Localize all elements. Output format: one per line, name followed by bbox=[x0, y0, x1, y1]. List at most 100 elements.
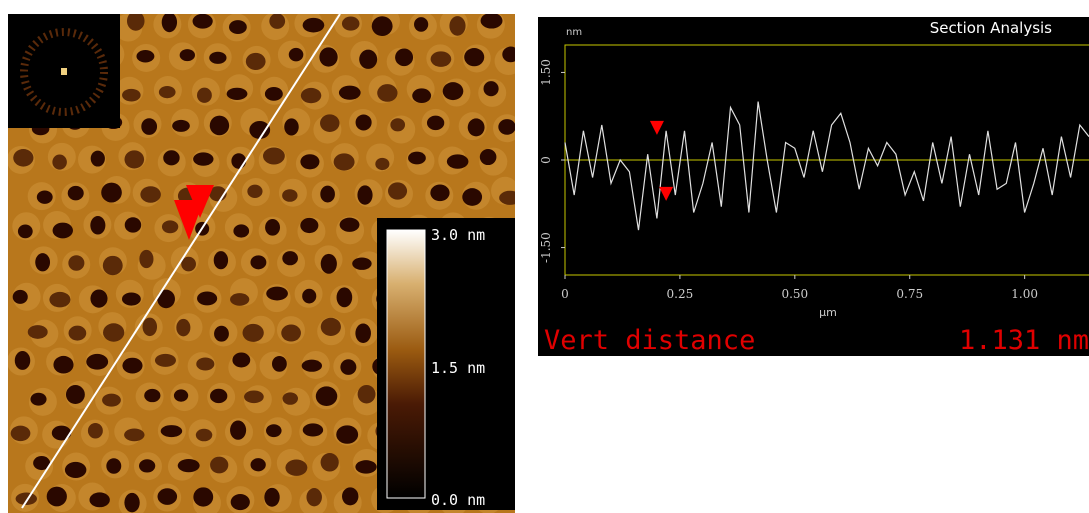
fft-center bbox=[61, 68, 67, 75]
pit bbox=[214, 325, 229, 342]
pit bbox=[231, 153, 247, 169]
pit bbox=[53, 355, 74, 374]
pit bbox=[245, 52, 266, 70]
x-tick-label: 0.25 bbox=[667, 287, 694, 301]
pit bbox=[161, 14, 178, 33]
pit bbox=[181, 256, 196, 272]
pit bbox=[340, 359, 357, 375]
pit bbox=[288, 47, 304, 62]
pit bbox=[161, 220, 179, 234]
pit bbox=[52, 154, 67, 170]
pit bbox=[10, 425, 31, 442]
pit bbox=[371, 16, 393, 37]
pit bbox=[51, 425, 72, 441]
y-unit: nm bbox=[566, 27, 582, 38]
pit bbox=[15, 492, 37, 506]
pit bbox=[430, 51, 452, 67]
pit bbox=[265, 219, 281, 236]
pit bbox=[281, 324, 301, 342]
pit bbox=[90, 289, 108, 308]
pit bbox=[300, 217, 319, 234]
pit bbox=[300, 154, 320, 170]
pit bbox=[12, 289, 28, 304]
pit bbox=[426, 115, 445, 131]
pit bbox=[498, 119, 515, 135]
pit bbox=[49, 291, 71, 308]
pit bbox=[46, 486, 67, 507]
pit bbox=[446, 154, 469, 169]
pit bbox=[377, 84, 398, 102]
pit bbox=[140, 186, 161, 203]
pit bbox=[300, 87, 322, 104]
pit bbox=[336, 425, 359, 444]
pit bbox=[193, 152, 214, 166]
pit bbox=[122, 357, 143, 374]
pit bbox=[333, 153, 355, 171]
pit bbox=[302, 423, 324, 437]
pit bbox=[27, 325, 48, 339]
pit bbox=[106, 458, 122, 474]
pit bbox=[65, 385, 85, 405]
pit bbox=[68, 255, 85, 271]
pit bbox=[232, 352, 251, 368]
pit bbox=[230, 493, 250, 511]
annotation-label: Vert distance bbox=[544, 325, 755, 356]
section-panel bbox=[538, 17, 1089, 356]
pit bbox=[249, 120, 271, 139]
pit bbox=[302, 17, 325, 33]
pit bbox=[320, 185, 335, 203]
pit bbox=[479, 149, 497, 166]
pit bbox=[387, 182, 408, 200]
pit bbox=[68, 325, 87, 341]
pit bbox=[13, 149, 34, 167]
pit bbox=[341, 16, 360, 31]
pit bbox=[247, 184, 263, 199]
pit bbox=[101, 182, 122, 203]
annotation-value: 1.131 nm bbox=[959, 325, 1089, 356]
pit bbox=[266, 286, 288, 301]
pit bbox=[355, 460, 377, 474]
pit bbox=[339, 217, 360, 232]
colorbar-label: 3.0 nm bbox=[431, 226, 485, 244]
pit bbox=[124, 492, 140, 513]
pit bbox=[352, 257, 372, 270]
pit bbox=[17, 224, 33, 239]
pit bbox=[36, 190, 53, 204]
pit bbox=[210, 456, 229, 474]
pit bbox=[138, 459, 156, 473]
pit bbox=[121, 292, 141, 306]
pit bbox=[176, 318, 191, 337]
pit bbox=[499, 190, 515, 205]
pit bbox=[141, 118, 158, 135]
pit bbox=[52, 222, 73, 239]
y-tick-label: 0 bbox=[539, 156, 553, 164]
pit bbox=[302, 288, 317, 304]
pit bbox=[157, 488, 178, 505]
pit bbox=[338, 85, 361, 100]
x-label: µm bbox=[819, 306, 837, 319]
pit bbox=[160, 425, 183, 438]
pit bbox=[124, 150, 145, 169]
pit bbox=[442, 82, 464, 101]
pit bbox=[462, 188, 483, 206]
image-cursor bbox=[174, 200, 204, 240]
pit bbox=[320, 317, 341, 336]
chart-title: Section Analysis bbox=[930, 19, 1052, 37]
pit bbox=[229, 20, 247, 35]
pit bbox=[412, 88, 432, 104]
pit bbox=[154, 353, 176, 367]
pit bbox=[33, 456, 51, 471]
pit bbox=[315, 386, 338, 407]
cursor-marker bbox=[659, 186, 674, 201]
pit bbox=[144, 388, 161, 403]
pit bbox=[483, 81, 499, 97]
pit bbox=[195, 428, 213, 442]
pit bbox=[375, 157, 390, 171]
fft-ring bbox=[20, 28, 108, 116]
pit bbox=[90, 150, 105, 167]
pit bbox=[64, 461, 87, 478]
pit bbox=[233, 224, 250, 238]
pit bbox=[395, 48, 414, 67]
pit bbox=[142, 317, 158, 337]
